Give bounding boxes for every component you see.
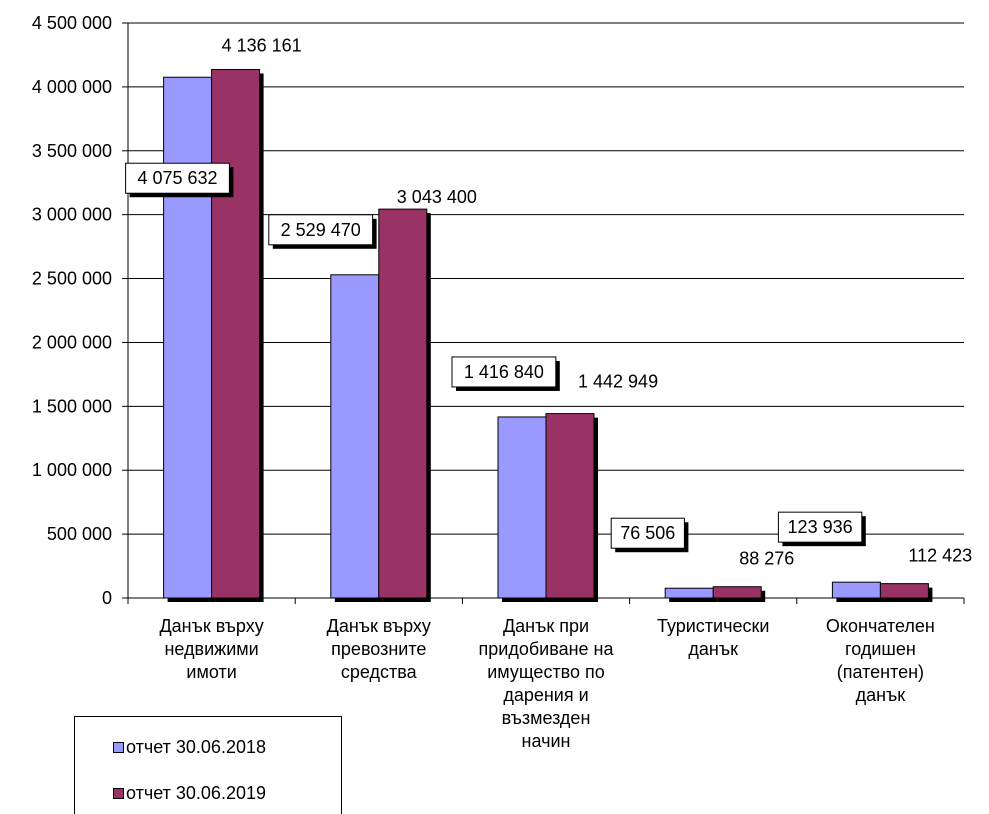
y-tick-label: 4 000 000 xyxy=(32,77,112,97)
legend-swatch-2018 xyxy=(113,742,124,753)
x-category-label-line: недвижими xyxy=(164,639,258,659)
x-category-label-line: придобиване на xyxy=(479,639,615,659)
x-category-label: Туристически данък xyxy=(657,616,769,659)
x-category-label-line: Данък върху xyxy=(327,616,431,636)
x-category-label-line: възмезден xyxy=(502,708,591,728)
x-category-label-line: имущество по xyxy=(487,662,605,682)
data-label-box xyxy=(777,511,863,543)
legend-label-2019: отчет 30.06.2019 xyxy=(126,783,266,803)
x-category-label-line: превозните xyxy=(331,639,426,659)
legend-item-2018: отчет 30.06.2018 xyxy=(113,737,266,757)
data-label-box xyxy=(125,162,230,194)
y-tick-label: 4 500 000 xyxy=(32,13,112,33)
x-category-label-line: имоти xyxy=(186,662,236,682)
x-category-label-line: начин xyxy=(522,731,571,751)
y-tick-label: 1 000 000 xyxy=(32,460,112,480)
y-tick-label: 3 500 000 xyxy=(32,141,112,161)
legend-label-2018: отчет 30.06.2018 xyxy=(126,737,266,757)
y-tick-label: 0 xyxy=(102,588,112,608)
data-label-2018: 4 075 632 xyxy=(137,168,217,188)
data-label-box xyxy=(268,214,374,246)
legend: отчет 30.06.2018 отчет 30.06.2019 xyxy=(74,716,342,814)
bar-2019 xyxy=(545,413,595,599)
bar-2018 xyxy=(163,76,213,599)
x-category-label: Окончателен годишен (патентен) данък xyxy=(826,616,935,705)
y-tick-label: 2 000 000 xyxy=(32,332,112,352)
x-category-label-line: Данък при xyxy=(503,616,589,636)
x-category-label-line: Данък върху xyxy=(159,616,263,636)
x-category-label-line: данък xyxy=(856,685,906,705)
bar-2018 xyxy=(831,581,881,599)
x-category-label-line: (патентен) xyxy=(837,662,924,682)
data-label-2019: 88 276 xyxy=(739,549,794,569)
y-tick-label: 3 000 000 xyxy=(32,205,112,225)
bar-2019 xyxy=(712,586,762,599)
x-category-label-line: данък xyxy=(688,639,738,659)
data-label-2019: 3 043 400 xyxy=(397,187,477,207)
data-label-2019: 1 442 949 xyxy=(578,372,658,392)
y-tick-label: 1 500 000 xyxy=(32,396,112,416)
data-label-2018: 76 506 xyxy=(620,523,675,543)
data-label-2018: 123 936 xyxy=(788,517,853,537)
bar-2018 xyxy=(497,416,547,599)
data-label-2019: 4 136 161 xyxy=(222,35,302,55)
bar-2019 xyxy=(378,208,428,599)
data-label-2018: 2 529 470 xyxy=(281,220,361,240)
legend-swatch-2019 xyxy=(113,788,124,799)
y-tick-label: 2 500 000 xyxy=(32,269,112,289)
x-category-label-line: дарения и xyxy=(503,685,588,705)
x-category-label-line: средства xyxy=(341,662,418,682)
x-category-label-line: Окончателен xyxy=(826,616,935,636)
x-category-label-line: годишен xyxy=(845,639,916,659)
x-category-label: Данък върху превозните средства xyxy=(327,616,431,682)
data-label-box xyxy=(610,517,685,549)
x-category-label: Данък върху недвижими имоти xyxy=(159,616,263,682)
legend-item-2019: отчет 30.06.2019 xyxy=(113,783,266,803)
bar-2019 xyxy=(211,68,261,599)
y-tick-label: 500 000 xyxy=(47,524,112,544)
data-label-box xyxy=(451,356,557,388)
data-label-2018: 1 416 840 xyxy=(464,362,544,382)
x-category-label-line: Туристически xyxy=(657,616,769,636)
bar-2018 xyxy=(664,587,714,599)
bar-2019 xyxy=(879,583,929,599)
x-category-label: Данък при придобиване на имущество по дарен… xyxy=(479,616,615,751)
bar-2018 xyxy=(330,274,380,599)
data-label-2019: 112 423 xyxy=(908,546,972,566)
